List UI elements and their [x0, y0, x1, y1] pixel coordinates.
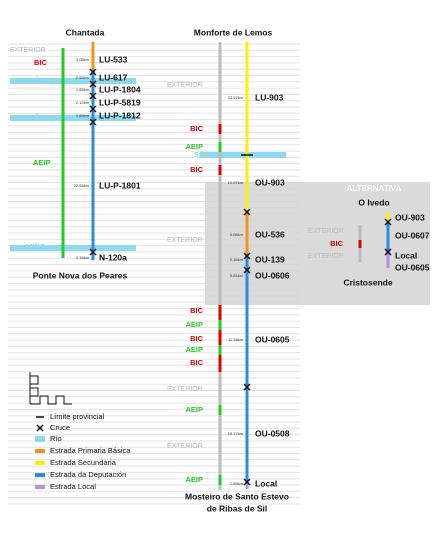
alternative-box — [205, 182, 430, 305]
cross — [243, 383, 251, 391]
footer: Cristosende — [343, 277, 392, 287]
tag: BIC — [190, 306, 204, 315]
cross — [243, 266, 251, 274]
road: LU-533 — [99, 54, 128, 64]
box-label: ALTERNATIVA — [347, 184, 402, 193]
title: Chantada — [66, 27, 105, 37]
footer: Mosteiro de Santo Estevo — [185, 491, 289, 501]
distance: 1.89km — [76, 113, 90, 118]
tag: MIÑO — [26, 242, 46, 251]
cross — [384, 218, 392, 226]
distance: 22.86km — [74, 183, 90, 188]
title: O Ivedo — [358, 197, 389, 207]
footer: Ponte Nova dos Peares — [33, 270, 128, 280]
legend-label: Río — [50, 434, 62, 443]
tag: EXTERIOR — [167, 443, 203, 450]
distance: 33.97km — [228, 95, 244, 100]
distance: 2.12km — [76, 100, 90, 105]
road: LU-P-1804 — [99, 84, 141, 94]
legend-label: Estrada Primaria Básica — [50, 446, 131, 455]
legend-label: Estrada Local — [50, 482, 96, 491]
distance: 1.65km — [76, 87, 90, 92]
tag: EXTERIOR — [308, 253, 344, 260]
cross — [36, 424, 44, 432]
legend-icon — [35, 485, 45, 489]
cross — [243, 208, 251, 216]
tag: BIC — [190, 124, 204, 133]
road: LU-P-1801 — [99, 180, 141, 190]
road: OU-0606 — [255, 270, 290, 280]
cross — [89, 248, 97, 256]
road: N-120a — [99, 252, 127, 262]
legend-label: Límite provincial — [50, 412, 105, 421]
legend-label: Estrada da Deputación — [50, 470, 126, 479]
cross — [89, 105, 97, 113]
tag: AEIP — [33, 158, 51, 167]
road: Local — [255, 478, 277, 488]
road: LU-903 — [255, 92, 284, 102]
road: OU-903 — [255, 177, 285, 187]
road: OU-536 — [255, 229, 285, 239]
road: LU-P-5819 — [99, 97, 141, 107]
tag: AEIP — [185, 405, 203, 414]
tag: EXTERIOR — [10, 47, 46, 54]
road: OU-0607 — [395, 230, 430, 240]
road: OU-903 — [395, 212, 425, 222]
tag: Sil — [194, 150, 203, 159]
distance: 3.05km — [76, 57, 90, 62]
road: OU-0508 — [255, 428, 290, 438]
tag: AEIP — [185, 345, 203, 354]
cross — [89, 118, 97, 126]
cross — [89, 80, 97, 88]
footer: de Ribas de Sil — [207, 503, 267, 513]
tag: AEIP — [185, 320, 203, 329]
cross — [243, 252, 251, 260]
legend-icon — [35, 461, 45, 465]
tag: BIC — [190, 334, 204, 343]
distance: 5.81km — [230, 273, 244, 278]
distance: 11.38km — [228, 337, 244, 342]
tag: AEIP — [185, 475, 203, 484]
tag: BIC — [34, 58, 48, 67]
tag: MIÑO — [26, 113, 46, 122]
road: OU-139 — [255, 254, 285, 264]
distance: 10.07km — [228, 180, 244, 185]
distance: 16.17km — [228, 431, 244, 436]
cross — [243, 478, 251, 486]
distance: 1.89km — [230, 481, 244, 486]
tag: EXTERIOR — [308, 228, 344, 235]
tag: BIC — [330, 239, 344, 248]
scale-icon — [29, 372, 72, 405]
distance: 6.08km — [230, 232, 244, 237]
title: Monforte de Lemos — [194, 27, 273, 37]
tag: BIC — [190, 165, 204, 174]
distance: 2.16km — [76, 255, 90, 260]
road: OU-0605 — [255, 334, 290, 344]
crossings — [36, 68, 392, 486]
road: LU-P-1812 — [99, 110, 141, 120]
road: Local — [395, 250, 417, 260]
road: OU-0605 — [395, 262, 430, 272]
tag: MIÑO — [26, 76, 46, 85]
tag: AEIP — [185, 142, 203, 151]
river — [10, 245, 136, 251]
tag: BIC — [190, 358, 204, 367]
river — [10, 78, 136, 84]
tag: EXTERIOR — [167, 82, 203, 89]
legend-label: Estrada Secundaria — [50, 458, 117, 467]
road: LU-617 — [99, 72, 128, 82]
cross — [89, 68, 97, 76]
legend-icon — [35, 436, 45, 442]
cross — [89, 92, 97, 100]
distance: 0.16km — [230, 257, 244, 262]
distance: 2.56km — [76, 75, 90, 80]
tag: EXTERIOR — [167, 237, 203, 244]
legend-icon — [35, 473, 45, 477]
tag: EXTERIOR — [167, 386, 203, 393]
river — [10, 115, 136, 121]
cross — [384, 248, 392, 256]
legend-icon — [35, 449, 45, 453]
legend-label: Cruce — [50, 423, 70, 432]
